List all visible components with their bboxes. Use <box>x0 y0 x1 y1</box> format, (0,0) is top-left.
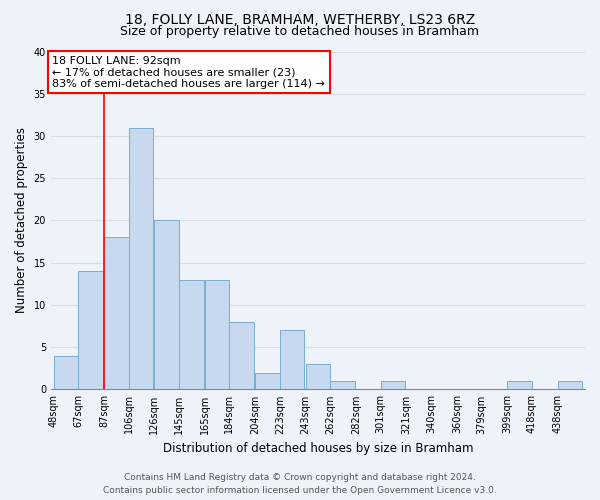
Bar <box>280 330 304 390</box>
Y-axis label: Number of detached properties: Number of detached properties <box>15 128 28 314</box>
Bar <box>205 280 229 390</box>
Bar <box>53 356 78 390</box>
Text: Contains HM Land Registry data © Crown copyright and database right 2024.
Contai: Contains HM Land Registry data © Crown c… <box>103 474 497 495</box>
Bar <box>305 364 330 390</box>
Bar <box>229 322 254 390</box>
Bar <box>558 381 583 390</box>
Text: 18 FOLLY LANE: 92sqm
← 17% of detached houses are smaller (23)
83% of semi-detac: 18 FOLLY LANE: 92sqm ← 17% of detached h… <box>52 56 325 89</box>
Text: Size of property relative to detached houses in Bramham: Size of property relative to detached ho… <box>121 25 479 38</box>
Bar <box>380 381 405 390</box>
Bar <box>330 381 355 390</box>
Bar <box>78 271 103 390</box>
Bar <box>104 238 128 390</box>
Text: 18, FOLLY LANE, BRAMHAM, WETHERBY, LS23 6RZ: 18, FOLLY LANE, BRAMHAM, WETHERBY, LS23 … <box>125 12 475 26</box>
Bar <box>255 372 280 390</box>
Bar <box>128 128 153 390</box>
Bar <box>179 280 203 390</box>
Bar <box>508 381 532 390</box>
X-axis label: Distribution of detached houses by size in Bramham: Distribution of detached houses by size … <box>163 442 473 455</box>
Bar <box>154 220 179 390</box>
